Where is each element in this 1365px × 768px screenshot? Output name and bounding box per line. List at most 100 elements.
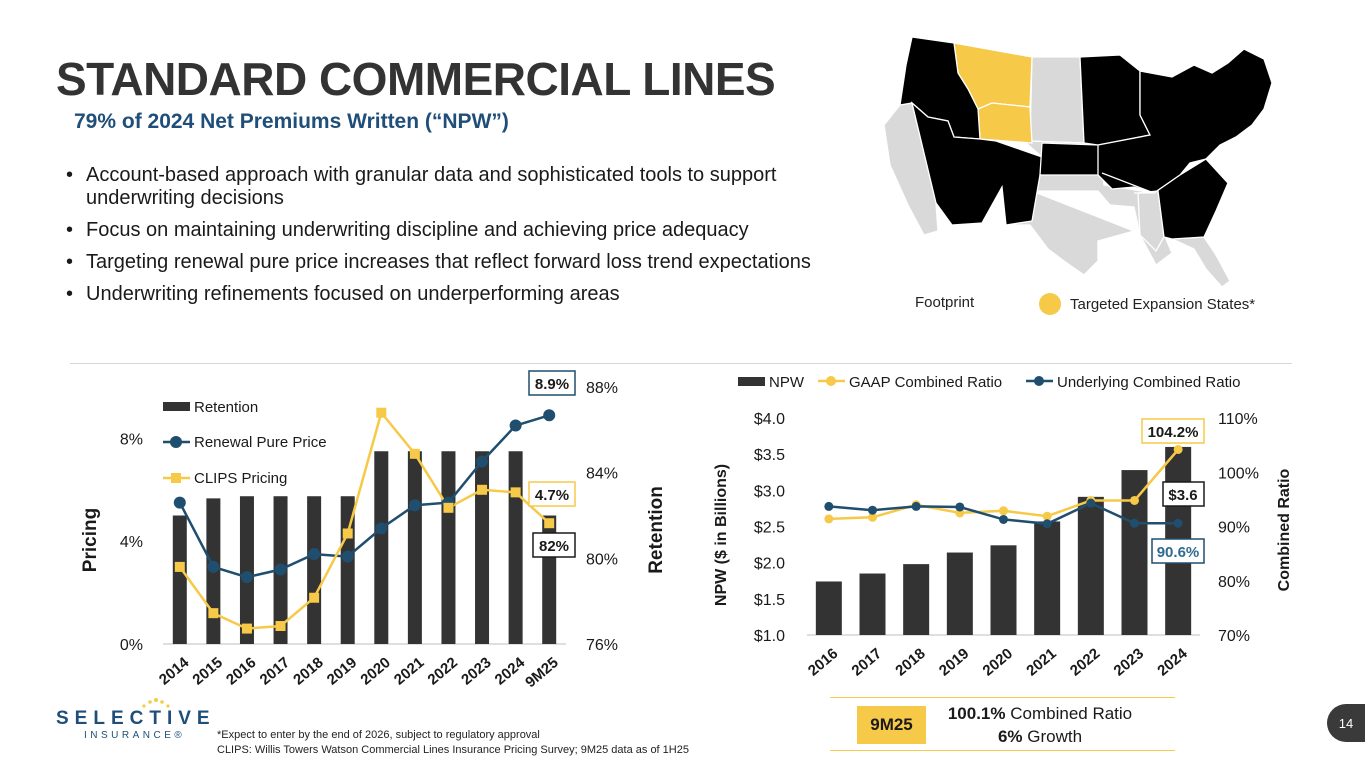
x-tick-label: 2024 — [1154, 645, 1191, 680]
x-tick-label: 2019 — [324, 654, 360, 688]
y-tick-right: 84% — [586, 466, 618, 483]
logo-dots-icon — [142, 698, 170, 708]
y-tick-left: $4.0 — [754, 411, 785, 428]
map-region-dakotas — [1029, 56, 1085, 144]
map-region-great-lakes-east — [1097, 48, 1273, 194]
summary-bottom-rule — [830, 750, 1175, 751]
callout-npw-latest: $3.6 — [1162, 481, 1205, 507]
page-title: STANDARD COMMERCIAL LINES — [56, 53, 776, 105]
point-2017 — [868, 505, 877, 515]
point-2018 — [309, 592, 320, 603]
point-2016 — [241, 623, 252, 634]
y-tick-right: 90% — [1218, 520, 1250, 537]
npw-combined-ratio-chart: $1.0 $1.5 $2.0 $2.5 $3.0 $3.5 $4.0 70% 80% 90% 10… — [713, 374, 1293, 680]
y-tick-right: 70% — [1218, 628, 1250, 645]
point-2019 — [342, 528, 353, 539]
expansion-legend-icon — [1039, 293, 1061, 315]
x-tick-label: 2020 — [357, 654, 393, 688]
x-tick-label: 2017 — [257, 654, 293, 688]
y-tick-right: 100% — [1218, 465, 1259, 482]
point-2020 — [999, 514, 1008, 524]
footprint-legend-icon — [884, 293, 906, 315]
section-divider — [70, 363, 1292, 364]
y-tick-left: $2.5 — [754, 520, 785, 537]
y-tick-left: $1.0 — [754, 628, 785, 645]
us-footprint-map — [883, 36, 1273, 288]
nine-month-badge: 9M25 — [857, 706, 926, 744]
point-2020 — [375, 522, 388, 535]
point-2015 — [208, 608, 219, 619]
expansion-legend-label: Targeted Expansion States* — [1070, 296, 1256, 313]
x-tick-label: 2017 — [849, 645, 885, 679]
bar-2018 — [307, 496, 322, 644]
footnote: *Expect to enter by the end of 2026, sub… — [217, 729, 540, 741]
footnote: CLIPS: Willis Towers Watson Commercial L… — [217, 744, 689, 756]
point-2021 — [409, 448, 420, 459]
map-state-wyoming — [977, 102, 1033, 144]
bullet-item: Focus on maintaining underwriting discip… — [62, 219, 852, 242]
bar-2016 — [239, 496, 254, 644]
nine-month-combined-ratio: 100.1% Combined Ratio — [947, 704, 1133, 723]
svg-text:$3.6: $3.6 — [1168, 487, 1197, 504]
bar-2022 — [1077, 496, 1104, 635]
point-2024 — [509, 419, 522, 432]
callout-retention-latest: 82% — [532, 532, 576, 558]
y-tick-right: 88% — [586, 380, 618, 397]
pricing-retention-chart: 0% 4% 8% 76% 80% 84% 88% 20142015201620172018… — [80, 370, 667, 691]
legend-label-npw: NPW — [769, 374, 805, 391]
svg-text:90.6%: 90.6% — [1157, 544, 1200, 561]
y-tick-left: $3.5 — [754, 447, 785, 464]
map-region-kansas — [1039, 142, 1105, 176]
x-tick-label: 2020 — [980, 645, 1016, 679]
series-line-2 — [178, 410, 551, 630]
point-2015 — [207, 560, 220, 573]
y-tick-left: $3.0 — [754, 483, 785, 500]
point-2021 — [1042, 511, 1052, 521]
svg-text:4.7%: 4.7% — [535, 487, 569, 504]
bar-2018 — [903, 564, 930, 635]
point-2024 — [1173, 518, 1183, 528]
point-2014 — [174, 561, 185, 572]
point-2022 — [1086, 498, 1096, 508]
y-tick-left: $1.5 — [754, 592, 785, 609]
legend-label-renewal: Renewal Pure Price — [194, 434, 327, 451]
x-tick-label: 2018 — [290, 654, 326, 688]
point-2024 — [1173, 444, 1183, 454]
point-2021 — [1042, 519, 1052, 529]
legend-marker-clips — [171, 473, 181, 483]
point-2024 — [510, 487, 521, 498]
y-tick-left: 0% — [120, 637, 143, 654]
legend-label-clips: CLIPS Pricing — [194, 470, 287, 487]
bar-2024 — [508, 451, 523, 644]
svg-text:82%: 82% — [539, 538, 569, 555]
right-axis-title: Retention — [646, 486, 667, 574]
summary-top-rule — [830, 697, 1175, 698]
legend-label-gaap: GAAP Combined Ratio — [849, 374, 1002, 391]
footprint-legend-label: Footprint — [915, 294, 975, 311]
legend-swatch-retention — [163, 402, 190, 411]
y-tick-right: 76% — [586, 637, 618, 654]
bar-2022 — [441, 451, 456, 644]
company-logo-sub: INSURANCE® — [84, 730, 186, 741]
map-states — [883, 36, 1273, 288]
callout-renewal-latest: 8.9% — [528, 370, 576, 396]
left-axis-title: Pricing — [80, 508, 101, 572]
page-number: 14 — [1327, 704, 1365, 742]
legend-marker-renewal — [170, 436, 182, 448]
map-region-florida — [1171, 236, 1231, 288]
point-9M25 — [543, 409, 556, 422]
x-tick-label: 2023 — [458, 654, 494, 688]
point-2017 — [275, 621, 286, 632]
y-tick-left: 4% — [120, 534, 143, 551]
left-axis-title: NPW ($ in Billions) — [713, 464, 730, 606]
point-2018 — [308, 548, 321, 561]
bar-2020 — [374, 451, 389, 644]
legend-label-underlying: Underlying Combined Ratio — [1057, 374, 1240, 391]
x-tick-label: 2019 — [936, 645, 972, 679]
x-tick-label: 2016 — [223, 654, 259, 688]
point-2017 — [274, 563, 287, 576]
point-2017 — [868, 512, 877, 522]
y-tick-right: 80% — [1218, 574, 1250, 591]
bar-2020 — [990, 545, 1017, 635]
x-tick-label: 2021 — [391, 654, 427, 688]
